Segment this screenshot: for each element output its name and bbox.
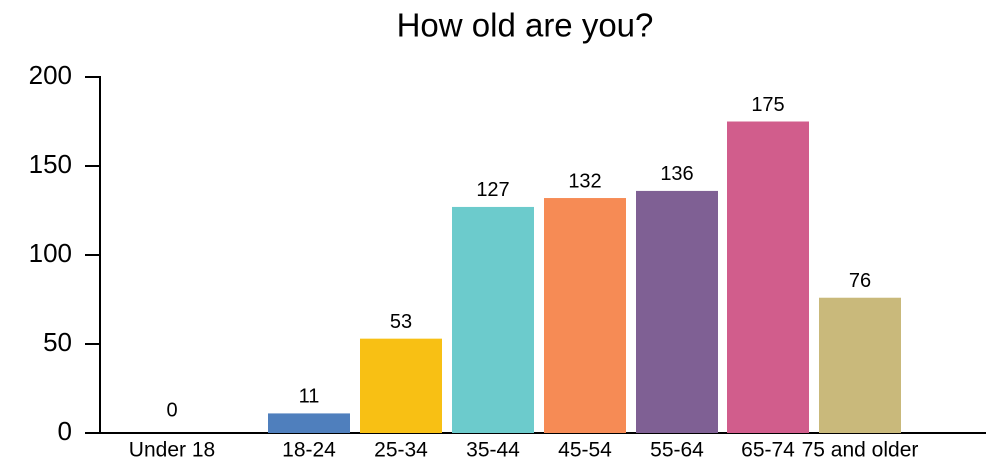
x-tick-label: 75 and older [802, 439, 919, 462]
x-tick-label: 18-24 [282, 439, 336, 462]
y-tick-label: 200 [29, 60, 72, 90]
y-tick-label: 0 [58, 416, 72, 446]
bar [819, 297, 901, 433]
value-label: 53 [390, 311, 412, 333]
chart-title: How old are you? [397, 7, 654, 44]
y-tick-label: 100 [29, 238, 72, 268]
x-tick-label: Under 18 [129, 439, 215, 462]
value-label: 136 [660, 163, 693, 185]
y-tick-label: 50 [43, 327, 72, 357]
value-label: 132 [568, 170, 601, 192]
x-tick-label: 35-44 [466, 439, 520, 462]
x-tick-label: 25-34 [374, 439, 428, 462]
value-label: 175 [751, 94, 784, 116]
bar [452, 206, 534, 433]
bar [360, 338, 442, 433]
bar [268, 413, 350, 433]
x-tick-label: 45-54 [558, 439, 612, 462]
y-tick-label: 150 [29, 149, 72, 179]
value-label: 11 [299, 386, 320, 408]
value-label: 0 [166, 399, 177, 421]
x-tick-label: 55-64 [650, 439, 704, 462]
value-label: 76 [849, 270, 871, 292]
bar [636, 190, 718, 433]
bar [544, 198, 626, 433]
value-label: 127 [476, 179, 509, 201]
x-tick-label: 65-74 [741, 439, 795, 462]
bar [727, 121, 809, 433]
